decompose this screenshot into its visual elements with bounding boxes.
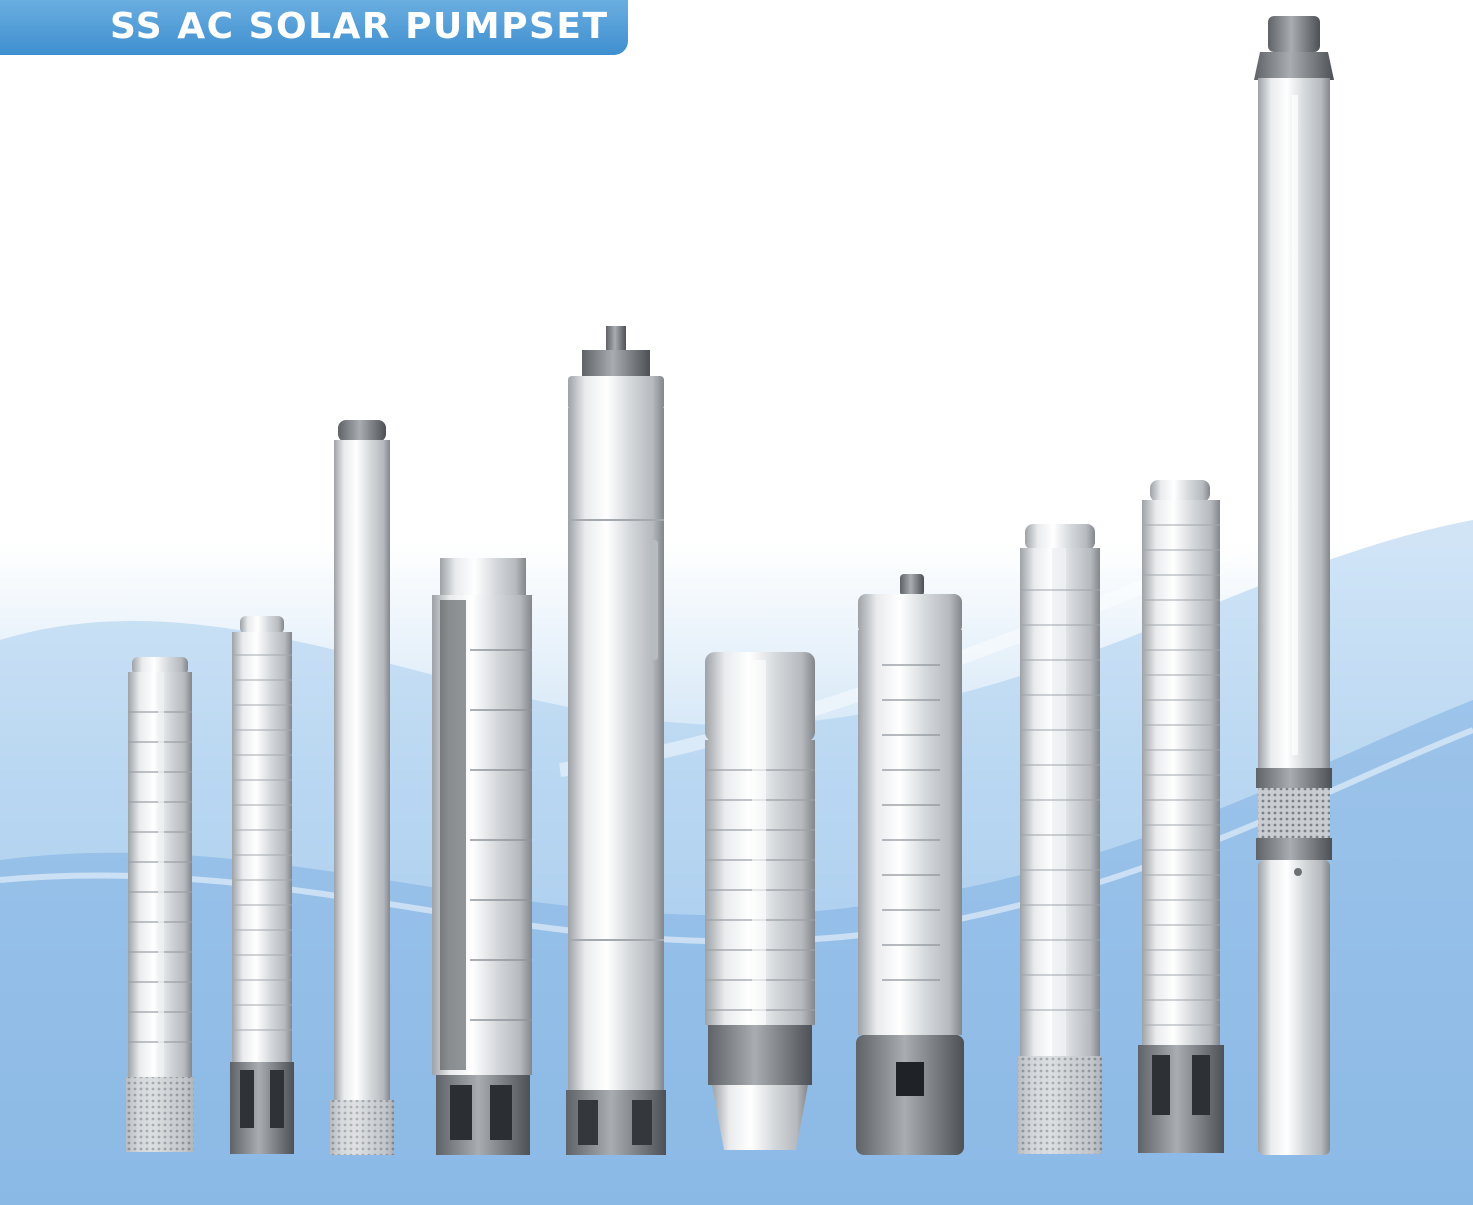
submersible-pump-icon — [432, 558, 532, 1155]
submersible-pump-icon — [705, 652, 815, 1150]
title-banner: SS AC SOLAR PUMPSET — [0, 0, 628, 55]
submersible-motor-icon — [330, 420, 394, 1155]
submersible-motor-icon — [566, 326, 666, 1155]
submersible-pump-icon — [126, 657, 194, 1152]
submersible-pump-icon — [1138, 480, 1224, 1153]
submersible-pump-icon — [1018, 524, 1102, 1154]
submersible-pump-icon — [230, 616, 294, 1154]
submersible-pump-icon — [856, 574, 964, 1155]
banner-title: SS AC SOLAR PUMPSET — [110, 6, 609, 47]
submersible-pumpset-icon — [1254, 16, 1334, 1155]
